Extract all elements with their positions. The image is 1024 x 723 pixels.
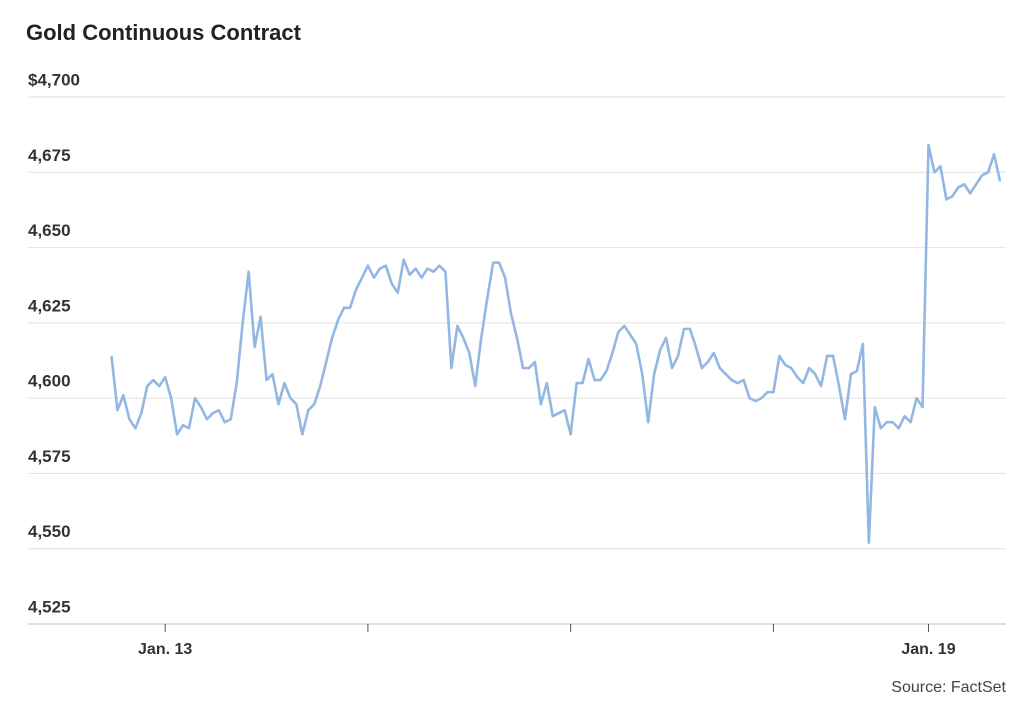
chart-title: Gold Continuous Contract bbox=[26, 20, 302, 45]
price-line bbox=[110, 143, 1002, 544]
y-tick-label: 4,600 bbox=[28, 372, 71, 391]
y-tick-label: $4,700 bbox=[28, 70, 80, 89]
x-tick-label: Jan. 13 bbox=[138, 641, 192, 658]
y-tick-label: 4,575 bbox=[28, 447, 71, 466]
x-tick-label: Jan. 19 bbox=[901, 641, 955, 658]
y-tick-label: 4,550 bbox=[28, 522, 71, 541]
y-tick-label: 4,525 bbox=[28, 597, 71, 616]
source-note: Source: FactSet bbox=[891, 679, 1006, 696]
y-tick-label: 4,650 bbox=[28, 221, 71, 240]
y-tick-label: 4,625 bbox=[28, 296, 71, 315]
y-tick-label: 4,675 bbox=[28, 146, 71, 165]
